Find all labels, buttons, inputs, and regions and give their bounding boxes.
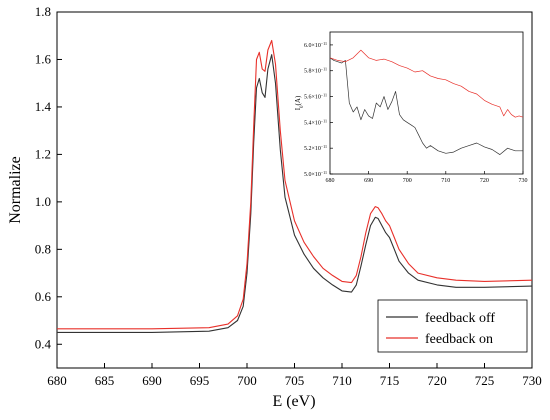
inset-plot-frame xyxy=(329,31,524,175)
y-tick-label: 1.2 xyxy=(35,146,51,161)
y-tick-label: 5.8×10−11 xyxy=(304,66,327,75)
x-tick-label: 680 xyxy=(326,178,335,184)
y-tick-label: 1.0 xyxy=(35,194,51,209)
y-tick-label: 5.6×10−11 xyxy=(304,92,327,101)
x-tick-label: 730 xyxy=(519,178,528,184)
y-tick-label: 5.0×10−11 xyxy=(304,170,327,179)
y-tick-label: 5.2×10−11 xyxy=(304,144,327,153)
y-tick-label: 6.0×10−11 xyxy=(304,40,327,49)
x-tick-label: 725 xyxy=(475,373,495,388)
main-series-layer xyxy=(57,39,533,333)
y-tick-label: 1.6 xyxy=(35,51,52,66)
inset-series-line-feedback-on xyxy=(329,49,524,118)
y-tick-label: 0.8 xyxy=(35,241,51,256)
inset-y-axis-title: I0(A) xyxy=(294,95,305,110)
legend-box xyxy=(377,299,528,353)
y-tick-label: 0.6 xyxy=(35,289,52,304)
legend-label-feedback-off: feedback off xyxy=(425,311,495,326)
series-line-feedback-on xyxy=(57,39,533,330)
x-tick-label: 700 xyxy=(237,373,257,388)
x-axis-title: E (eV) xyxy=(272,393,315,410)
inset-series-layer xyxy=(329,49,524,155)
x-tick-label: 720 xyxy=(480,178,489,184)
y-tick-label: 1.8 xyxy=(35,4,51,19)
x-tick-label: 710 xyxy=(441,178,450,184)
x-tick-label: 685 xyxy=(95,373,115,388)
x-tick-label: 720 xyxy=(427,373,447,388)
y-tick-label: 0.4 xyxy=(35,336,52,351)
x-tick-label: 700 xyxy=(403,178,412,184)
y-tick-label: 5.4×10−11 xyxy=(304,118,327,127)
x-tick-label: 705 xyxy=(285,373,305,388)
x-tick-label: 710 xyxy=(332,373,352,388)
x-tick-label: 730 xyxy=(522,373,542,388)
inset-series-line-feedback-off xyxy=(329,57,523,155)
inset-axis-ticks: 680 690 700 710 720 730 5.0×10−11 5.2×10−11 5.4×… xyxy=(304,40,528,184)
x-tick-label: 680 xyxy=(47,373,67,388)
x-tick-label: 695 xyxy=(190,373,210,388)
y-axis-title: Normalize xyxy=(7,156,24,224)
x-tick-label: 690 xyxy=(142,373,162,388)
x-tick-label: 715 xyxy=(380,373,400,388)
series-line-feedback-off xyxy=(57,54,533,333)
y-tick-label: 1.4 xyxy=(35,99,52,114)
x-tick-label: 690 xyxy=(364,178,373,184)
legend-label-feedback-on: feedback on xyxy=(425,332,493,347)
main-axis-ticks: 680 685 690 695 700 705 710 715 720 725 730 0.4 0.6 0… xyxy=(35,4,542,388)
legend: feedback off feedback on xyxy=(377,299,528,353)
